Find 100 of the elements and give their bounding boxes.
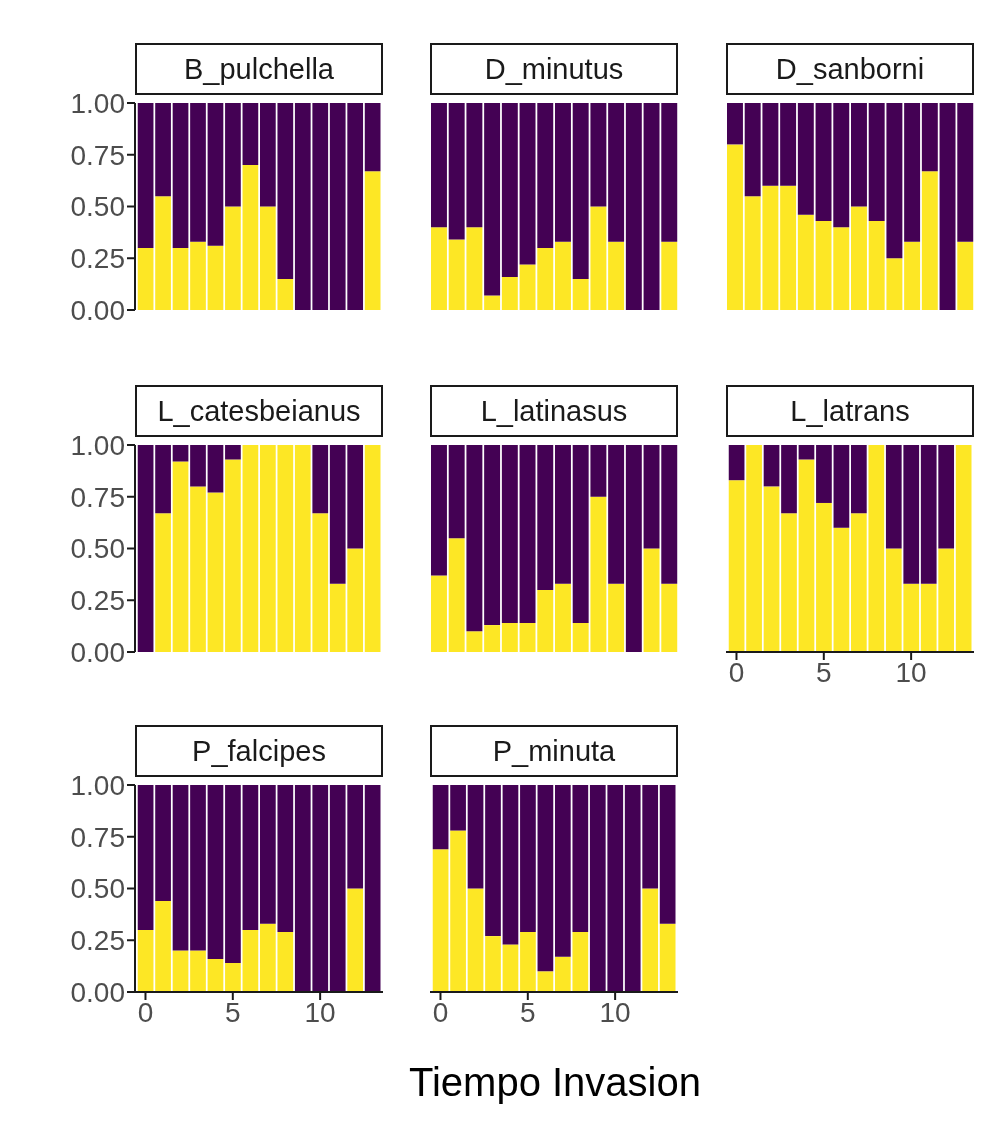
bar [608, 241, 625, 310]
bar [798, 445, 815, 460]
bar [485, 936, 501, 992]
chart-title: L_catesbeianus [157, 394, 361, 428]
bar [225, 206, 241, 310]
bar [450, 830, 466, 992]
bar [921, 171, 938, 310]
bar [484, 625, 501, 652]
bar [485, 785, 501, 937]
y-tick-label: 0.25 [70, 925, 125, 957]
bar [957, 241, 974, 310]
bar [207, 445, 224, 493]
bar [155, 445, 171, 514]
bar [137, 929, 154, 992]
bar [501, 103, 518, 277]
bar [242, 103, 259, 166]
bar [155, 900, 171, 992]
bar [833, 445, 850, 528]
bar [364, 103, 381, 172]
bar [431, 227, 447, 310]
y-tick-label: 0.75 [70, 481, 125, 513]
bar [431, 575, 447, 652]
bar [659, 923, 676, 992]
bar [816, 502, 832, 652]
y-tick-label: 0.50 [70, 191, 125, 223]
bar [207, 103, 224, 246]
bar [155, 785, 171, 901]
bar [190, 785, 206, 951]
bar [727, 144, 743, 310]
bar [502, 785, 519, 945]
bar [172, 247, 189, 310]
bar [484, 103, 501, 296]
bar [225, 459, 241, 652]
chart-title: D_sanborni [775, 52, 925, 86]
x-tick-label: 0 [728, 656, 745, 688]
x-tick-label: 5 [520, 996, 536, 1028]
bar [851, 445, 867, 514]
y-tick-label: 0.00 [70, 976, 125, 1008]
y-tick-label: 0.00 [70, 636, 125, 668]
chart-title: L_latrans [790, 394, 910, 428]
chart-title: P_minuta [492, 734, 616, 768]
bar [225, 785, 241, 964]
bar [242, 785, 259, 930]
bar [190, 241, 206, 310]
bar [728, 445, 745, 481]
bar [833, 527, 850, 652]
bar [608, 103, 625, 242]
bar [137, 247, 154, 310]
bar [625, 445, 642, 652]
bar [608, 583, 625, 652]
bar [190, 103, 206, 242]
bar [798, 459, 815, 652]
bar [467, 888, 484, 992]
x-tick-label: 0 [432, 996, 449, 1028]
bar [781, 445, 797, 514]
bar [207, 492, 224, 652]
chart-title: P_falcipes [192, 734, 326, 768]
x-tick-label: 0 [137, 996, 154, 1028]
bar [501, 276, 518, 310]
bar [155, 513, 171, 652]
bar [467, 785, 484, 889]
bar [608, 445, 625, 584]
chart-title: D_minutus [484, 52, 624, 86]
bar [955, 445, 972, 652]
bar [242, 929, 259, 992]
y-tick-label: 1.00 [70, 87, 125, 119]
bar [225, 103, 241, 207]
bar [432, 785, 449, 850]
bar [851, 206, 867, 310]
bar [431, 445, 447, 576]
bar [172, 445, 189, 462]
bar [172, 950, 189, 992]
bar [364, 445, 381, 652]
bar [484, 445, 501, 626]
bar [347, 888, 364, 992]
bar [242, 445, 259, 652]
bar [364, 171, 381, 310]
bar [780, 185, 797, 310]
bar [781, 513, 797, 652]
chart-title: B_pulchella [184, 52, 334, 86]
bar [763, 445, 780, 487]
bar [727, 103, 743, 145]
bar [225, 445, 241, 460]
bar [501, 623, 518, 652]
bar [904, 241, 921, 310]
bar [555, 583, 571, 652]
bar [520, 931, 536, 992]
y-tick-label: 0.50 [70, 873, 125, 905]
y-tick-label: 1.00 [70, 769, 125, 801]
bar [661, 241, 678, 310]
bar [207, 785, 224, 959]
bar [172, 785, 189, 951]
bar [137, 103, 154, 248]
bar [137, 785, 154, 930]
bar [797, 103, 814, 215]
bar [555, 241, 571, 310]
bar [312, 445, 329, 514]
bar [780, 103, 797, 186]
bar [190, 950, 206, 992]
bar [816, 445, 832, 503]
